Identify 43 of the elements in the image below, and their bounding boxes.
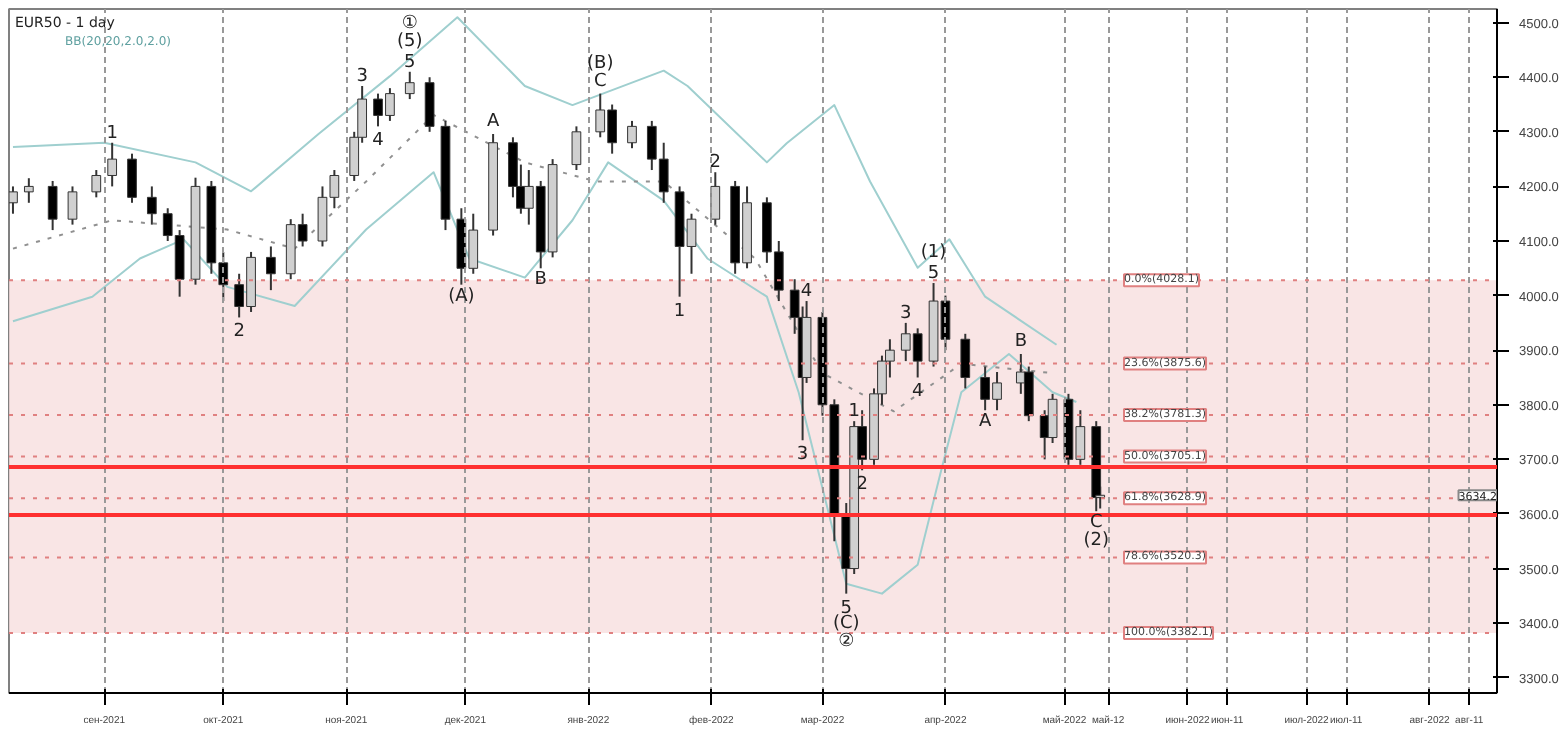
annotation: (B) [587, 53, 614, 74]
annotation: 3 [900, 303, 912, 324]
candlestick [9, 185, 18, 215]
annotation: (1) [920, 243, 947, 264]
annotation: 1 [106, 123, 118, 144]
annotation: ① [401, 13, 418, 34]
candlestick [47, 179, 58, 232]
candlestick [127, 152, 137, 204]
candlestick [571, 125, 582, 172]
annotation: 4 [372, 131, 385, 152]
candlestick [23, 177, 34, 204]
annotation: 4 [800, 282, 813, 303]
annotation: 3 [356, 66, 368, 87]
candlestick [710, 171, 721, 226]
annotation: 5 [927, 264, 940, 285]
annotation: (2) [1083, 531, 1109, 552]
annotation: 3 [796, 445, 809, 466]
annotation: ② [838, 631, 855, 652]
annotation: 2 [709, 153, 722, 174]
annotation: 5 [404, 52, 416, 73]
line-series [11, 16, 1058, 346]
annotation: A [486, 112, 501, 133]
candlestick [266, 245, 276, 292]
annotation: 1 [673, 301, 686, 322]
candlestick [424, 76, 435, 133]
annotation: 1 [848, 402, 860, 423]
annotation: B [1014, 332, 1028, 352]
annotation: B [534, 270, 547, 291]
candlestick [91, 169, 102, 199]
candlestick [960, 332, 971, 390]
candlestick [404, 70, 415, 101]
annotation: C [593, 71, 607, 92]
candlestick [627, 119, 637, 150]
candlestick [67, 185, 78, 226]
annotation: C [1089, 513, 1103, 534]
candlestick [107, 141, 118, 188]
candlestick [146, 185, 157, 226]
annotation: (A) [448, 286, 475, 307]
annotation: A [978, 412, 993, 433]
annotation: (C) [832, 613, 860, 634]
annotation: 4 [911, 382, 924, 403]
annotation: 2 [233, 322, 245, 343]
annotation: (5) [397, 31, 423, 52]
